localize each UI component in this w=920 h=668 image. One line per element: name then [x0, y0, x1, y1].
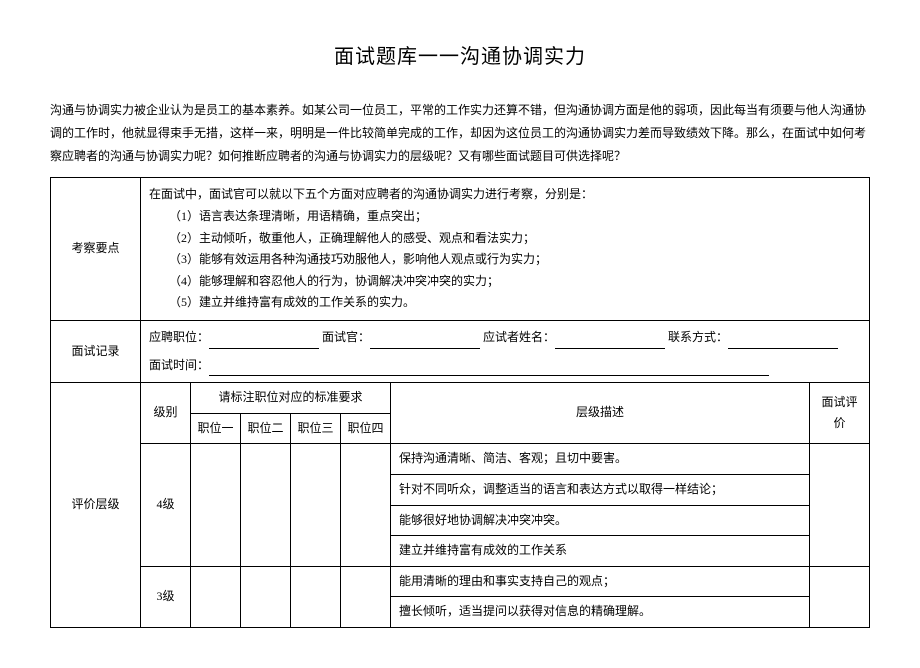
level4-row-1: 4级 保持沟通清晰、简洁、客观；且切中要害。 — [51, 444, 870, 475]
level3-pos1[interactable] — [191, 566, 241, 627]
contact-field[interactable] — [728, 335, 838, 349]
candidate-field[interactable] — [555, 335, 665, 349]
level4-eval[interactable] — [810, 444, 870, 566]
levels-label: 评价层级 — [51, 383, 141, 628]
points-item-3: （3）能够有效运用各种沟通技巧劝服他人，影响他人观点或行为实力； — [149, 249, 861, 271]
position-field[interactable] — [209, 335, 319, 349]
level4-pos4[interactable] — [341, 444, 391, 566]
pos2-header: 职位二 — [241, 413, 291, 444]
document-title: 面试题库一一沟通协调实力 — [50, 40, 870, 69]
points-item-5: （5）建立并维持富有成效的工作关系的实力。 — [149, 292, 861, 314]
level-header-row-1: 评价层级 级别 请标注职位对应的标准要求 层级描述 面试评价 — [51, 383, 870, 414]
level3-eval[interactable] — [810, 566, 870, 627]
level3-pos2[interactable] — [241, 566, 291, 627]
time-field[interactable] — [209, 362, 769, 376]
level-header: 级别 — [141, 383, 191, 444]
interviewer-field[interactable] — [370, 335, 480, 349]
time-label: 面试时间： — [149, 358, 209, 372]
record-label: 面试记录 — [51, 320, 141, 382]
pos4-header: 职位四 — [341, 413, 391, 444]
points-item-2: （2）主动倾听，敬重他人，正确理解他人的感受、观点和看法实力； — [149, 228, 861, 250]
level4-desc-4: 建立并维持富有成效的工作关系 — [391, 536, 810, 567]
std-note-header: 请标注职位对应的标准要求 — [191, 383, 391, 414]
contact-label: 联系方式： — [668, 330, 728, 344]
points-row: 考察要点 在面试中，面试官可以就以下五个方面对应聘者的沟通协调实力进行考察，分别… — [51, 178, 870, 321]
level3-pos3[interactable] — [291, 566, 341, 627]
eval-header: 面试评价 — [810, 383, 870, 444]
level4-desc-1: 保持沟通清晰、简洁、客观；且切中要害。 — [391, 444, 810, 475]
level4-pos2[interactable] — [241, 444, 291, 566]
level3-pos4[interactable] — [341, 566, 391, 627]
record-row: 面试记录 应聘职位： 面试官： 应试者姓名： 联系方式： 面试时间： — [51, 320, 870, 382]
level3-row-1: 3级 能用清晰的理由和事实支持自己的观点； — [51, 566, 870, 597]
points-content: 在面试中，面试官可以就以下五个方面对应聘者的沟通协调实力进行考察，分别是： （1… — [141, 178, 870, 321]
level3-desc-1: 能用清晰的理由和事实支持自己的观点； — [391, 566, 810, 597]
level4-pos1[interactable] — [191, 444, 241, 566]
points-label: 考察要点 — [51, 178, 141, 321]
pos1-header: 职位一 — [191, 413, 241, 444]
main-table: 考察要点 在面试中，面试官可以就以下五个方面对应聘者的沟通协调实力进行考察，分别… — [50, 177, 870, 628]
level4-name: 4级 — [141, 444, 191, 566]
points-lead: 在面试中，面试官可以就以下五个方面对应聘者的沟通协调实力进行考察，分别是： — [149, 184, 861, 206]
points-item-4: （4）能够理解和容忍他人的行为，协调解决冲突冲突的实力； — [149, 271, 861, 293]
level3-desc-2: 擅长倾听，适当提问以获得对信息的精确理解。 — [391, 597, 810, 628]
level4-desc-2: 针对不同听众，调整适当的语言和表达方式以取得一样结论； — [391, 474, 810, 505]
position-label: 应聘职位： — [149, 330, 209, 344]
points-item-1: （1）语言表达条理清晰，用语精确，重点突出； — [149, 206, 861, 228]
record-content: 应聘职位： 面试官： 应试者姓名： 联系方式： 面试时间： — [141, 320, 870, 382]
level3-name: 3级 — [141, 566, 191, 627]
level4-desc-3: 能够很好地协调解决冲突冲突。 — [391, 505, 810, 536]
intro-paragraph: 沟通与协调实力被企业认为是员工的基本素养。如某公司一位员工，平常的工作实力还算不… — [50, 99, 870, 167]
candidate-label: 应试者姓名： — [483, 330, 555, 344]
pos3-header: 职位三 — [291, 413, 341, 444]
desc-header: 层级描述 — [391, 383, 810, 444]
interviewer-label: 面试官： — [322, 330, 370, 344]
level4-pos3[interactable] — [291, 444, 341, 566]
